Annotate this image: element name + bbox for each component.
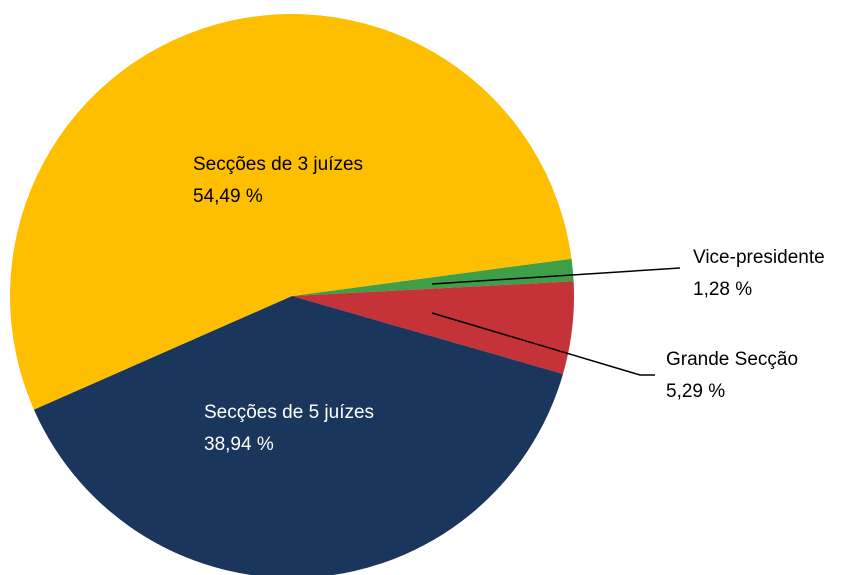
leader-line <box>431 267 681 285</box>
slice-value-label: 1,28 % <box>693 279 752 300</box>
slice-value-label: 38,94 % <box>204 434 274 455</box>
slice-label: Secções de 3 juízes <box>193 154 363 175</box>
slice-value-label: 54,49 % <box>193 186 263 207</box>
slice-label: Secções de 5 juízes <box>204 402 374 423</box>
slice-value-label: 5,29 % <box>666 381 725 402</box>
slice-label: Grande Secção <box>666 349 798 370</box>
pie-slice <box>292 281 574 374</box>
pie-slice <box>9 13 572 410</box>
pie-slice <box>292 258 574 296</box>
slice-label: Vice-presidente <box>693 247 825 268</box>
pie-slice <box>33 296 564 575</box>
leader-line <box>431 312 655 376</box>
